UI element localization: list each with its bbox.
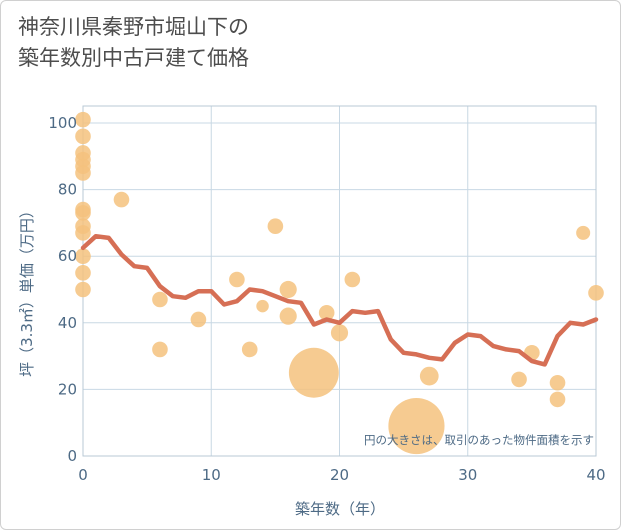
x-tick-label: 0 (78, 466, 88, 484)
scatter-point (190, 311, 207, 328)
scatter-point (75, 281, 91, 298)
scatter-point (75, 225, 91, 241)
scatter-point (318, 305, 335, 321)
y-tick-label: 80 (58, 181, 77, 199)
scatter-point (279, 280, 297, 299)
x-tick-label: 10 (202, 466, 221, 484)
chart-title-line-2: 築年数別中古戸建て価格 (18, 46, 249, 70)
scatter-point (511, 371, 527, 388)
scatter-point (113, 191, 130, 208)
scatter-point (288, 347, 339, 398)
y-axis-label: 坪（3.3㎡）単価（万円） (18, 203, 36, 377)
scatter-point (256, 299, 269, 313)
scatter-point (75, 111, 91, 128)
x-tick-label: 40 (586, 466, 605, 484)
y-tick-label: 100 (48, 114, 77, 132)
y-tick-label: 20 (58, 380, 77, 398)
chart-title: 神奈川県秦野市堀山下の 築年数別中古戸建て価格 (18, 12, 249, 74)
scatter-point (588, 285, 604, 301)
x-axis-label: 築年数（年） (295, 500, 385, 518)
chart-annotation: 円の大きさは、取引のあった物件面積を示す (364, 433, 594, 447)
scatter-point (267, 218, 284, 235)
grid-lines (83, 106, 596, 456)
scatter-points (75, 111, 604, 455)
scatter-point (344, 271, 361, 288)
scatter-point (576, 225, 591, 240)
scatter-point (241, 341, 258, 358)
x-tick-label: 30 (458, 466, 477, 484)
x-tick-label: 20 (330, 466, 349, 484)
scatter-point (75, 265, 91, 281)
scatter-point (279, 307, 297, 325)
scatter-point (152, 291, 168, 308)
scatter-point (330, 324, 349, 342)
y-tick-labels: 0 20 40 60 80 100 (48, 114, 77, 465)
average-price-line (80, 233, 599, 367)
scatter-point (419, 366, 439, 386)
y-tick-label: 40 (58, 314, 77, 332)
scatter-point (75, 165, 91, 181)
scatter-point (75, 205, 91, 221)
scatter-point (549, 374, 566, 391)
plot-area (82, 105, 597, 457)
chart-title-line-1: 神奈川県秦野市堀山下の (18, 15, 249, 39)
y-tick-label: 0 (67, 447, 77, 465)
scatter-point (229, 271, 245, 288)
scatter-point (75, 128, 91, 145)
scatter-point (388, 397, 445, 455)
y-tick-label: 60 (58, 247, 77, 265)
scatter-point (75, 248, 91, 264)
x-tick-labels: 0 10 20 30 40 (78, 466, 605, 484)
scatter-point (549, 391, 566, 408)
scatter-point (152, 341, 168, 358)
